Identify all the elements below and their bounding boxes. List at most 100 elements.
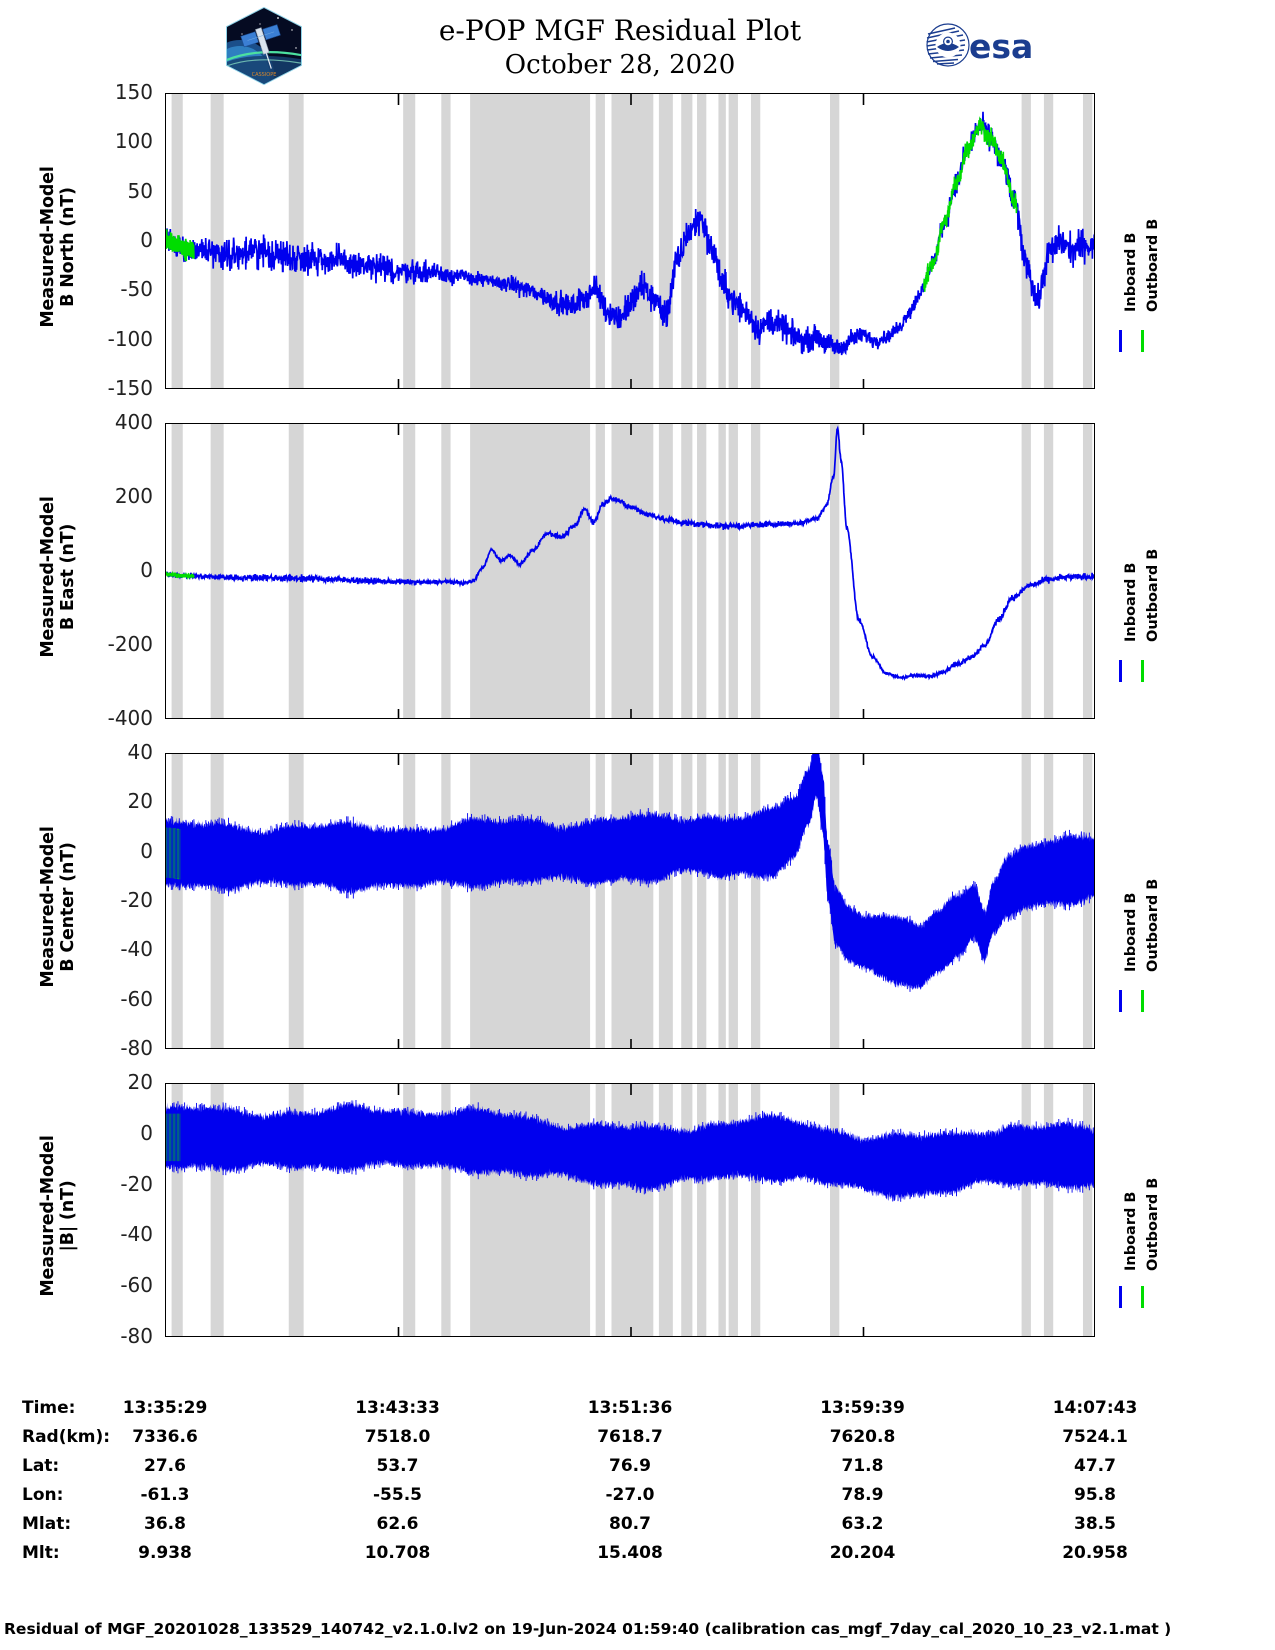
y-tick-label: -20	[120, 888, 153, 912]
cassiope-epop-mission-patch-icon: CASSIOPE	[222, 6, 306, 86]
table-cell: 27.6	[144, 1456, 186, 1476]
table-row: Lon: -61.3 -55.5 -27.0 78.9 95.8	[0, 1485, 1275, 1514]
y-tick-label: 150	[114, 80, 153, 104]
plot-area-panel-3[interactable]	[165, 753, 1095, 1049]
legend-label-inboard: Inboard B	[1123, 1191, 1139, 1271]
outboard-b-trace	[166, 570, 195, 580]
plot-area-panel-4[interactable]	[165, 1083, 1095, 1337]
table-cell: 76.9	[609, 1456, 651, 1476]
table-cell: 63.2	[841, 1514, 884, 1534]
plot-panel-2: Measured-Model B East (nT) 400 200 0 -200 -400…	[0, 410, 1275, 730]
table-row-label: Mlat:	[22, 1514, 72, 1534]
legend-label-inboard: Inboard B	[1123, 892, 1139, 973]
plot-area-panel-1[interactable]	[165, 93, 1095, 389]
legend-label-outboard: Outboard B	[1145, 878, 1161, 973]
table-cell: 80.7	[609, 1514, 651, 1534]
data-gap-bands	[171, 424, 1093, 718]
legend-swatch-outboard	[1141, 659, 1144, 682]
legend-panel-1: Inboard B Outboard B	[1107, 93, 1177, 389]
y-tick-label: -80	[120, 1036, 153, 1060]
table-cell: -55.5	[373, 1485, 422, 1505]
y-tick-label: -60	[120, 1273, 153, 1298]
table-cell: 13:59:39	[820, 1398, 905, 1418]
title-line-2: October 28, 2020	[504, 50, 736, 80]
y-axis-label-panel-3: Measured-Model B Center (nT)	[38, 759, 78, 1055]
y-tick-label: -100	[107, 326, 153, 351]
esa-logo-icon: esa	[925, 22, 1043, 68]
table-cell: 7336.6	[132, 1427, 198, 1447]
y-tick-label: 20	[127, 789, 153, 814]
table-row: Mlt: 9.938 10.708 15.408 20.204 20.958	[0, 1543, 1275, 1572]
y-tick-label: -40	[120, 1222, 153, 1247]
legend-swatch-outboard	[1141, 329, 1144, 352]
y-axis-label-panel-1: Measured-Model B North (nT)	[38, 99, 78, 395]
x-tick-marks	[397, 1084, 865, 1336]
esa-wordmark: esa	[969, 27, 1033, 66]
table-cell: 7620.8	[829, 1427, 896, 1447]
trace-striations	[166, 1099, 1094, 1202]
y-tick-label: 0	[140, 558, 153, 582]
plot-area-panel-2[interactable]	[165, 423, 1095, 719]
table-cell: 20.204	[829, 1543, 896, 1563]
table-row-label: Lon:	[22, 1485, 64, 1505]
table-cell: 7524.1	[1062, 1427, 1128, 1447]
y-tick-label: -150	[107, 376, 153, 400]
table-cell: 62.6	[376, 1514, 419, 1534]
table-cell: 95.8	[1074, 1485, 1116, 1505]
table-cell: 9.938	[138, 1543, 192, 1563]
x-tick-marks	[397, 94, 865, 388]
title-line-1: e-POP MGF Residual Plot	[438, 14, 802, 47]
y-tick-label: -40	[120, 937, 153, 962]
data-gap-bands	[171, 94, 1093, 388]
y-tick-label: 100	[114, 129, 153, 154]
legend-swatch-outboard	[1141, 1286, 1144, 1309]
table-row: Time: 13:35:29 13:43:33 13:51:36 13:59:39 14:…	[0, 1398, 1275, 1427]
y-tick-label: 20	[127, 1070, 153, 1094]
y-tick-label: -20	[120, 1171, 153, 1196]
y-axis-label-line1: Measured-Model	[38, 826, 58, 988]
table-cell: 14:07:43	[1052, 1398, 1138, 1418]
y-tick-label: 0	[140, 838, 153, 863]
table-cell: 36.8	[144, 1514, 186, 1534]
table-cell: 7618.7	[597, 1427, 663, 1447]
y-tick-label: 0	[140, 1120, 153, 1145]
y-tick-label: -400	[107, 706, 153, 730]
plot-panel-3: Measured-Model B Center (nT) 40 20 0 -20 -40 -6…	[0, 740, 1275, 1060]
table-cell: 13:43:33	[355, 1398, 440, 1418]
outboard-b-trace	[166, 229, 195, 262]
table-row-label: Time:	[22, 1398, 76, 1418]
legend-swatch-inboard	[1119, 1286, 1122, 1309]
legend-label-outboard: Outboard B	[1145, 548, 1161, 643]
y-tick-label: 400	[114, 410, 153, 434]
outboard-b-trace	[923, 116, 1018, 292]
legend-swatch-inboard	[1119, 989, 1122, 1012]
legend-label-outboard: Outboard B	[1145, 1177, 1161, 1271]
table-cell: 13:35:29	[122, 1398, 208, 1418]
y-tick-label: -60	[120, 986, 153, 1011]
table-cell: 53.7	[376, 1456, 419, 1476]
y-tick-label: 50	[127, 178, 153, 203]
x-tick-marks	[397, 754, 865, 1048]
y-tick-label: -50	[120, 277, 153, 302]
table-cell: 10.708	[364, 1543, 431, 1563]
y-tick-label: 200	[114, 484, 153, 508]
y-tick-label: 40	[127, 740, 153, 764]
table-cell: 7518.0	[364, 1427, 431, 1447]
y-tick-label: -80	[120, 1324, 153, 1348]
table-row-label: Rad(km):	[22, 1427, 111, 1447]
page-header: CASSIOPE e-POP MGF Residual Plot October…	[0, 0, 1275, 92]
plot-panel-1: Measured-Model B North (nT) 150 100 50 0 -50 -1…	[0, 80, 1275, 400]
legend-label-outboard: Outboard B	[1145, 218, 1161, 313]
legend-panel-2: Inboard B Outboard B	[1107, 423, 1177, 719]
table-cell: -27.0	[605, 1485, 655, 1505]
mission-logo-caption: CASSIOPE	[252, 72, 277, 78]
y-tick-label: -200	[107, 632, 153, 656]
y-axis-label-panel-2: Measured-Model B East (nT)	[38, 429, 78, 725]
inboard-b-trace	[166, 425, 1094, 681]
table-cell: 71.8	[841, 1456, 884, 1476]
table-row: Rad(km): 7336.6 7518.0 7618.7 7620.8 7524.1	[0, 1427, 1275, 1456]
table-cell: -61.3	[140, 1485, 190, 1505]
table-row: Lat: 27.6 53.7 76.9 71.8 47.7	[0, 1456, 1275, 1485]
footer-caption: Residual of MGF_20201028_133529_140742_v…	[4, 1620, 1172, 1638]
y-axis-label-panel-4: Measured-Model |B| (nT)	[38, 1089, 78, 1343]
